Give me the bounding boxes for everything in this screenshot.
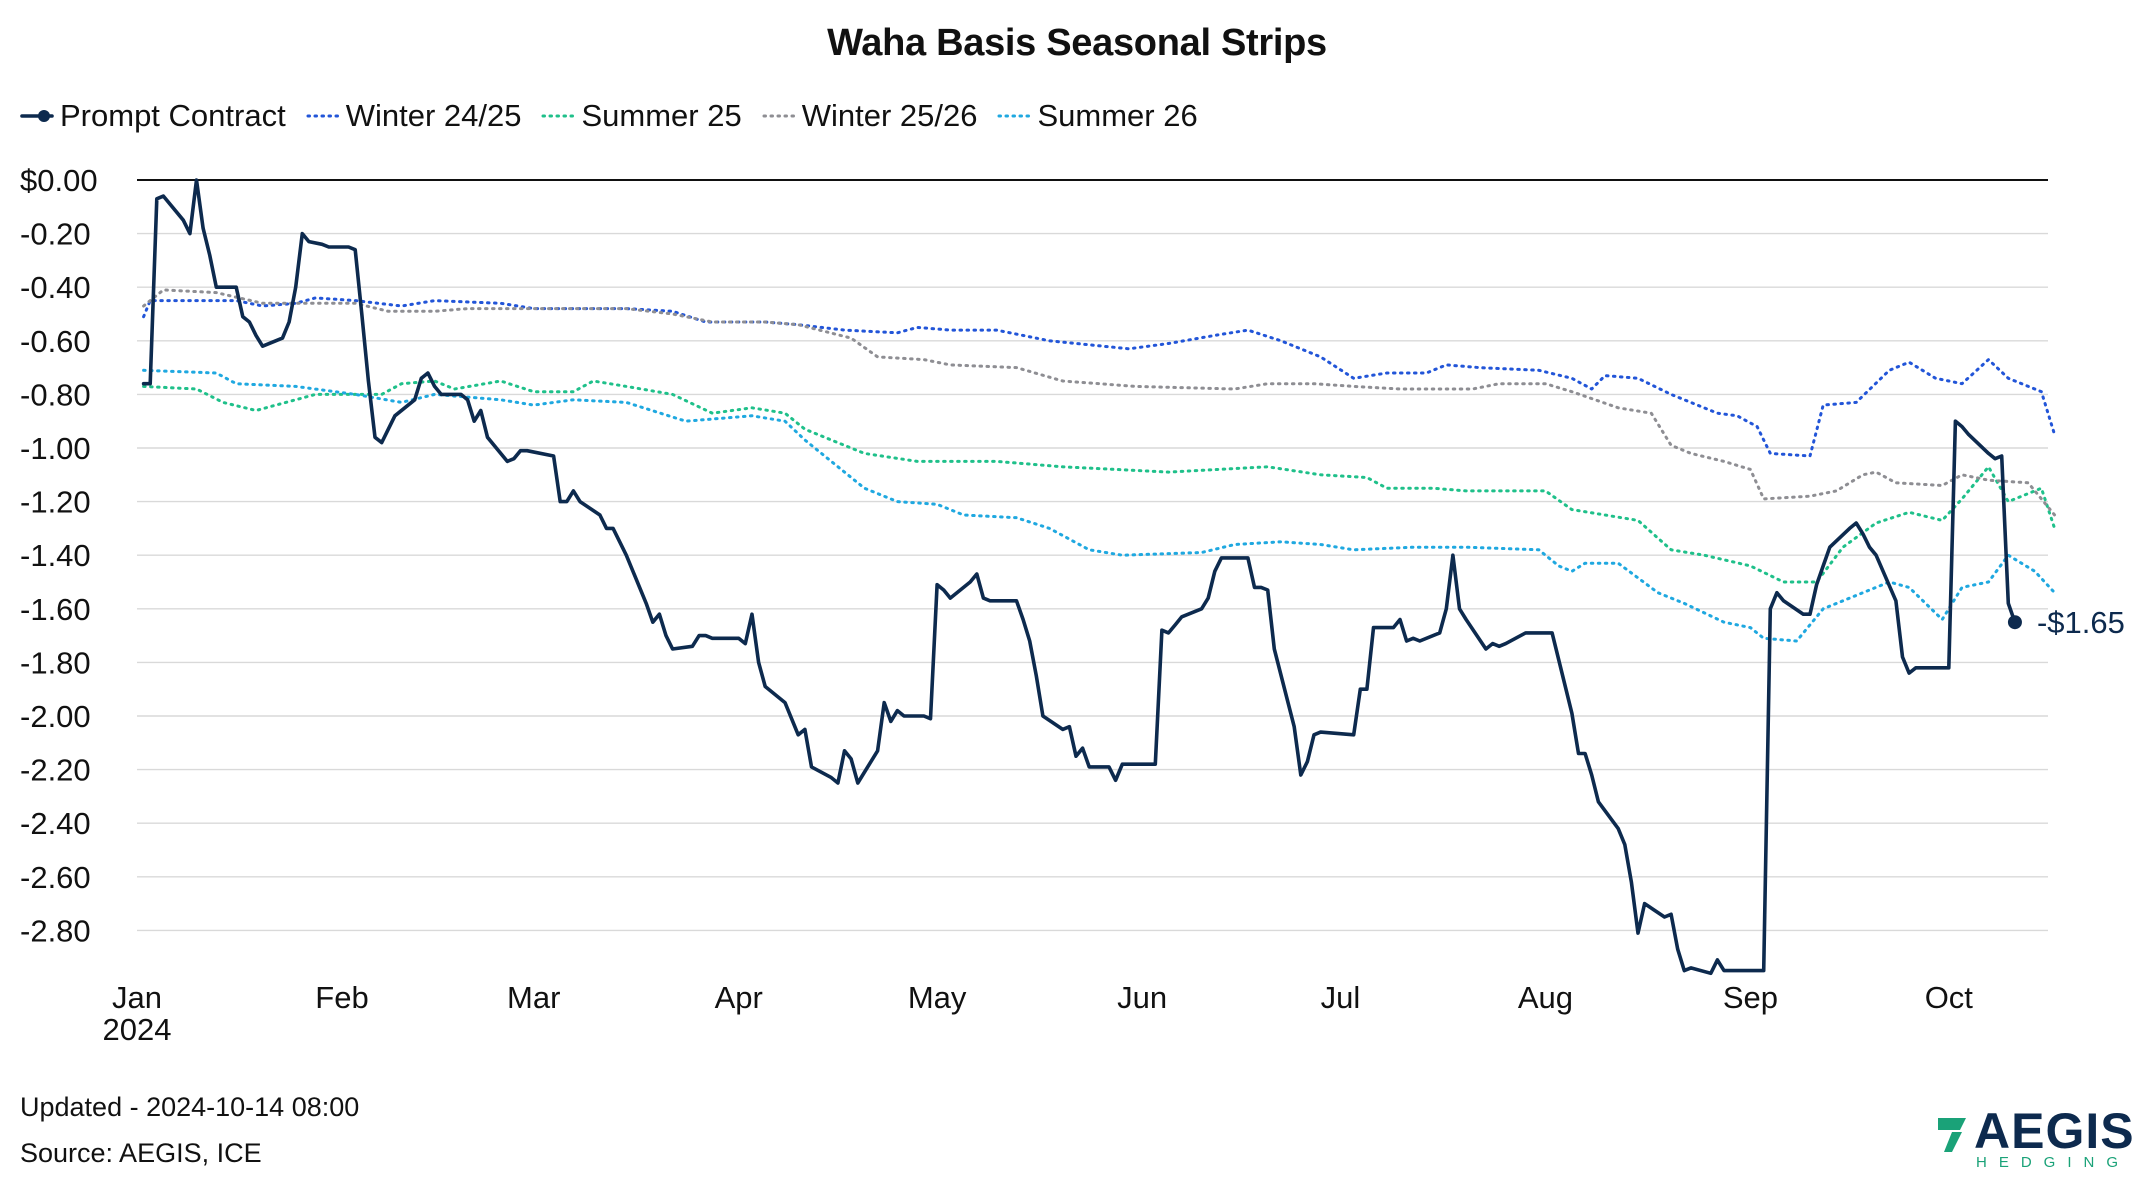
- x-tick-label: Apr: [715, 980, 763, 1015]
- y-tick-label: -0.40: [20, 270, 91, 305]
- x-tick-label: Aug: [1518, 980, 1573, 1015]
- x-tick-label: Mar: [507, 980, 560, 1015]
- legend-item-winter-25-26: Winter 25/26: [762, 98, 978, 134]
- legend-item-summer-25: Summer 25: [541, 98, 742, 134]
- logo-subtext: HEDGING: [1976, 1154, 2131, 1171]
- y-tick-label: -2.20: [20, 753, 91, 788]
- y-axis-ticks: $0.00 -0.20 -0.40 -0.60 -0.80 -1.00 -1.20 -1.40…: [20, 163, 98, 948]
- updated-timestamp: Updated - 2024-10-14 08:00: [20, 1092, 360, 1122]
- series-line-summer-26: [142, 368, 2057, 643]
- end-marker: [2007, 615, 2022, 630]
- x-tick-label: Jun: [1117, 980, 1167, 1015]
- end-label-group: -$1.65: [2007, 605, 2125, 640]
- series-lines: [141, 178, 2057, 976]
- series-line-winter-25-26: [142, 288, 2057, 517]
- legend-swatch-winter-25-26: [762, 114, 796, 118]
- logo-wordmark: AEGIS: [1974, 1103, 2135, 1159]
- x-tick-label: Jan: [112, 980, 162, 1015]
- y-tick-label: -1.00: [20, 431, 91, 466]
- end-value-label: -$1.65: [2037, 605, 2125, 640]
- legend-label: Summer 25: [581, 98, 742, 133]
- grid-lines: [137, 179, 2048, 932]
- aegis-logo: AEGIS HEDGING: [1938, 1103, 2138, 1172]
- legend-swatch-prompt-contract: [20, 110, 54, 122]
- x-tick-label: Jul: [1321, 980, 1361, 1015]
- x-tick-label: Oct: [1925, 980, 1974, 1015]
- x-tick-label: Feb: [315, 980, 368, 1015]
- legend-item-summer-26: Summer 26: [997, 98, 1198, 134]
- legend-label: Summer 26: [1037, 98, 1198, 133]
- legend-swatch-summer-25: [541, 114, 575, 118]
- series-line-summer-25: [142, 379, 2057, 584]
- y-tick-label: -2.60: [20, 860, 91, 895]
- y-tick-label: $0.00: [20, 163, 98, 198]
- y-tick-label: -2.00: [20, 699, 91, 734]
- x-tick-label: Sep: [1723, 980, 1778, 1015]
- y-tick-label: -2.40: [20, 806, 91, 841]
- y-tick-label: -1.20: [20, 485, 91, 520]
- legend-item-winter-24-25: Winter 24/25: [306, 98, 522, 134]
- y-tick-label: -1.80: [20, 645, 91, 680]
- legend: Prompt Contract Winter 24/25 Summer 25 Wint…: [20, 94, 1218, 138]
- y-tick-label: -0.80: [20, 377, 91, 412]
- chart-plot: $0.00 -0.20 -0.40 -0.60 -0.80 -1.00 -1.20 -1.40…: [20, 163, 2125, 1047]
- y-tick-label: -0.20: [20, 217, 91, 252]
- series-line-winter-24-25: [142, 296, 2057, 458]
- aegis-logo-mark-icon: [1938, 1118, 1966, 1152]
- y-tick-label: -1.40: [20, 538, 91, 573]
- legend-swatch-summer-26: [997, 114, 1031, 118]
- source-note: Source: AEGIS, ICE: [20, 1138, 262, 1168]
- series-line-prompt-contract: [141, 178, 2017, 976]
- chart-title: Waha Basis Seasonal Strips: [827, 22, 1327, 64]
- x-tick-sublabel: 2024: [103, 1012, 172, 1047]
- x-tick-label: May: [908, 980, 967, 1015]
- legend-item-prompt-contract: Prompt Contract: [20, 98, 286, 134]
- legend-swatch-winter-24-25: [306, 114, 340, 118]
- legend-label: Winter 25/26: [801, 98, 978, 133]
- y-tick-label: -1.60: [20, 592, 91, 627]
- legend-label: Prompt Contract: [60, 98, 286, 133]
- legend-label: Winter 24/25: [345, 98, 522, 133]
- y-tick-label: -2.80: [20, 913, 91, 948]
- y-tick-label: -0.60: [20, 324, 91, 359]
